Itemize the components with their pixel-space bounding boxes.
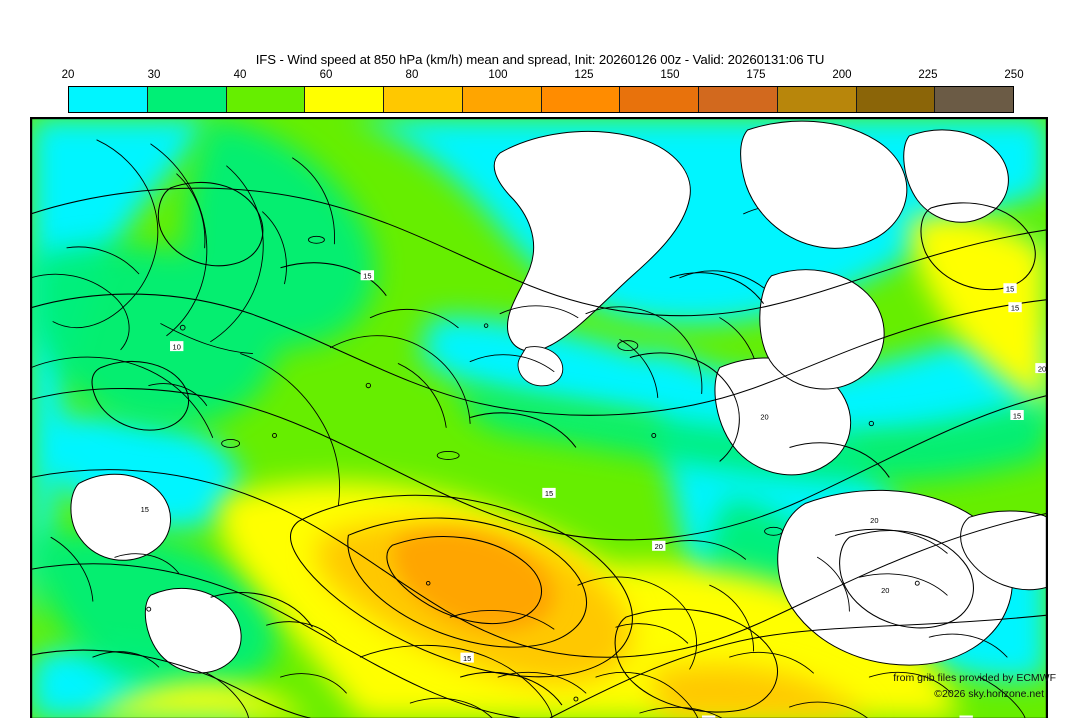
colorbar-tick-labels: 20 30 40 60 80 100 125 150 175 200 225 2… (62, 69, 1024, 83)
contour-label: 20 (1038, 364, 1046, 373)
credit-copyright: ©2026 sky.horizone.net (934, 688, 1044, 700)
contour-label-bg (757, 411, 772, 421)
contour-label: 15 (545, 489, 553, 498)
colorbar-segment-9 (777, 87, 857, 112)
colorbar-tick-3: 60 (319, 69, 333, 81)
weather-map-canvas: 1510151520202020152015151015152015201515 (31, 118, 1047, 718)
colorbar-tick-9: 200 (832, 69, 852, 81)
contour-label: 15 (141, 505, 149, 514)
contour-labels: 1510151520202020152015151015152015201515 (138, 270, 1047, 718)
colorbar-tick-11: 250 (1004, 69, 1024, 81)
contour-label-bg (1010, 410, 1024, 420)
contour-label-bg (959, 715, 973, 718)
contour-label: 10 (173, 342, 181, 351)
contour-label-bg (360, 270, 375, 281)
contour-label-bg (1008, 302, 1022, 313)
contour-label: 15 (1006, 285, 1014, 294)
colorbar-tick-0: 20 (61, 69, 75, 81)
contour-label-bg (701, 715, 716, 718)
contour-label: 20 (881, 586, 889, 595)
colorbar-segment-8 (699, 87, 778, 112)
contour-label: 15 (363, 272, 371, 281)
contour-label: 15 (1011, 303, 1019, 312)
colorbar-segment-2 (226, 87, 306, 112)
colorbar-segment-4 (384, 87, 463, 112)
spread-contours (31, 181, 1047, 718)
colorbar-segment-11 (935, 87, 1013, 112)
colorbar-tick-2: 40 (233, 69, 247, 81)
colorbar-tick-10: 225 (918, 69, 938, 81)
contour-label-bg (867, 514, 882, 525)
colorbar-segment-0 (69, 87, 148, 112)
colorbar-segment-7 (620, 87, 699, 112)
colorbar-segments (68, 86, 1014, 113)
colorbar-segment-10 (856, 87, 936, 112)
colorbar-tick-5: 100 (488, 69, 508, 81)
colorbar-segment-6 (541, 87, 621, 112)
contour-label-bg (1003, 283, 1017, 294)
colorbar-segment-3 (305, 87, 384, 112)
contour-label: 20 (870, 516, 878, 525)
coastlines (31, 120, 1047, 718)
colorbar-tick-7: 150 (660, 69, 680, 81)
colorbar-tick-8: 175 (746, 69, 766, 81)
contour-label: 20 (655, 542, 663, 551)
contour-label: 15 (705, 717, 713, 718)
colorbar-segment-5 (462, 87, 542, 112)
contour-label-bg (138, 503, 152, 514)
credit-source: from grib files provided by ECMWF (893, 672, 1056, 684)
contour-label-bg (1035, 363, 1047, 374)
weather-map[interactable]: 1510151520202020152015151015152015201515 (30, 117, 1048, 718)
colorbar (68, 86, 1014, 113)
contour-label-bg (170, 341, 184, 352)
contour-label-bg (460, 652, 474, 663)
contour-label: 20 (760, 412, 768, 421)
contour-label: 20 (962, 717, 970, 718)
contour-label: 15 (463, 654, 471, 663)
colorbar-tick-6: 125 (574, 69, 594, 81)
contour-label-bg (652, 540, 666, 551)
contour-label-bg (878, 584, 893, 595)
colorbar-tick-4: 80 (405, 69, 419, 81)
page-title: IFS - Wind speed at 850 hPa (km/h) mean … (255, 52, 825, 67)
colorbar-segment-1 (147, 87, 227, 112)
contour-label: 15 (1013, 411, 1021, 420)
contour-label-bg (542, 487, 556, 498)
colorbar-tick-1: 30 (147, 69, 161, 81)
